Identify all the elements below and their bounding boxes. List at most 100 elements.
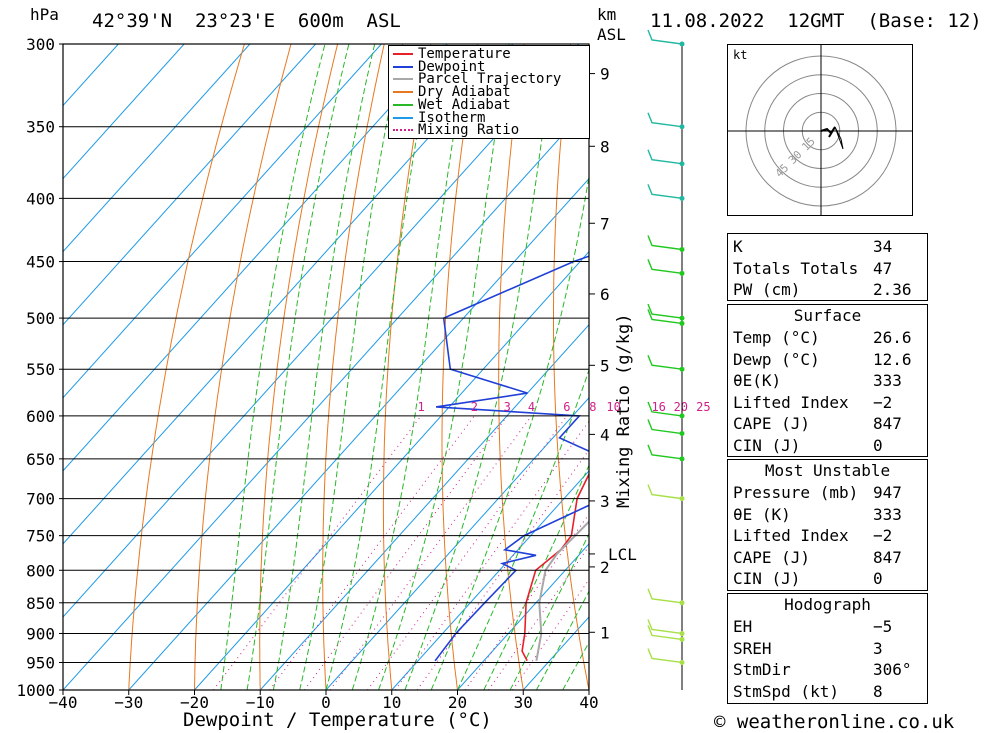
datetime-title: 11.08.2022 12GMT (Base: 12) [650, 10, 982, 32]
wet-adiabat-line [272, 44, 376, 690]
km-tick-label: 6 [600, 285, 610, 304]
stat-row: Lifted Index −2 [728, 392, 927, 413]
hodograph-panel: Hodograph EH −5 SREH 3 StmDir 306° StmSpd (kt)… [727, 593, 928, 704]
pressure-tick-label: 900 [26, 624, 55, 643]
mixing-ratio-label: 25 [696, 400, 710, 414]
credit-link[interactable]: © weatheronline.co.uk [714, 711, 955, 733]
mixing-ratio-line [488, 545, 589, 690]
stat-value: 34 [873, 237, 893, 256]
hodograph-title: Hodograph [784, 595, 871, 614]
legend-item: Dry Adiabat [393, 85, 511, 99]
wind-barb [647, 112, 683, 128]
mixing-ratio-label: 8 [589, 400, 596, 414]
stat-row: PW (cm) 2.36 [728, 279, 927, 300]
legend-swatch [393, 53, 413, 55]
most-unstable-panel: Most Unstable Pressure (mb) 947 θE (K) 333 L… [727, 459, 928, 591]
wet-adiabat-line [246, 44, 350, 690]
mixing-ratio-label: 6 [563, 400, 570, 414]
mixing-ratio-line [416, 449, 589, 690]
mixing-ratio-label: 20 [674, 400, 688, 414]
stat-row: CIN (J) 0 [728, 568, 927, 589]
pressure-tick-label: 850 [26, 594, 55, 613]
stat-value: 0 [873, 569, 883, 589]
wet-adiabat-line [404, 44, 556, 690]
isotherm-line [194, 250, 589, 690]
isotherm-line [259, 323, 589, 690]
pressure-tick-label: 300 [26, 35, 55, 54]
stat-key: Dewp (°C) [733, 349, 820, 369]
stat-row: Totals Totals 47 [728, 258, 927, 279]
stat-value: 47 [873, 258, 893, 278]
legend: Temperature Dewpoint Parcel Trajectory Dry … [388, 45, 590, 139]
isotherm-line [63, 44, 448, 472]
stat-row: EH −5 [728, 616, 927, 637]
wind-barb [647, 303, 683, 319]
stat-row: SREH 3 [728, 638, 927, 659]
stat-key: CAPE (J) [733, 414, 811, 434]
temperature-tick-label: 10 [382, 693, 401, 712]
mixing-ratio-line [367, 415, 568, 690]
stat-value: 8 [873, 681, 883, 701]
isotherm-line [63, 104, 589, 690]
surface-title: Surface [793, 306, 862, 325]
stat-key: Pressure (mb) [733, 483, 859, 502]
stat-key: StmDir [733, 660, 791, 680]
stat-value: 26.6 [873, 328, 912, 347]
legend-label: Wet Adiabat [418, 96, 511, 113]
mixing-ratio-axis-title: Mixing Ratio (g/kg) [614, 313, 634, 508]
wind-barb [647, 648, 683, 664]
isotherm-line [325, 397, 589, 690]
mixing-ratio-label: 1 [417, 400, 424, 414]
stat-key: EH [733, 617, 753, 636]
stat-value: −2 [873, 392, 893, 412]
stat-value: 947 [873, 483, 902, 502]
legend-item: Temperature [393, 46, 511, 62]
isotherm-line [63, 44, 580, 618]
isotherm-line [63, 44, 514, 545]
legend-label: Dewpoint [418, 58, 486, 75]
wind-barb [647, 588, 683, 604]
mixing-ratio-line [464, 513, 589, 690]
stat-value: 847 [873, 414, 902, 434]
lcl-label: LCL [608, 545, 637, 564]
km-tick-label: 4 [600, 425, 610, 444]
wind-barb [647, 625, 683, 641]
mixing-ratio-line [329, 415, 532, 690]
isotherm-line [63, 44, 185, 180]
wind-barb [647, 444, 683, 460]
stat-key: CAPE (J) [733, 547, 811, 567]
dry-adiabat-line [441, 44, 478, 690]
legend-label: Temperature [418, 46, 511, 62]
stat-row: θE (K) 333 [728, 504, 927, 525]
stat-key: CIN (J) [733, 436, 801, 455]
stat-row: Temp (°C) 26.6 [728, 327, 927, 348]
temperature-tick-label: −20 [180, 693, 209, 712]
legend-label: Isotherm [418, 109, 486, 126]
isotherm-line [63, 44, 251, 253]
stat-row: θE(K) 333 [728, 370, 927, 391]
x-axis-title: Dewpoint / Temperature (°C) [183, 709, 492, 731]
stat-row: K 34 [728, 236, 927, 257]
km-tick-label: 9 [600, 65, 610, 84]
pressure-tick-label: 1000 [16, 681, 55, 700]
legend-item: Wet Adiabat [393, 96, 511, 113]
stat-value: −2 [873, 526, 893, 546]
wind-barb [647, 419, 683, 435]
wet-adiabat-line [483, 464, 589, 690]
dry-adiabat-line [259, 44, 339, 690]
height-unit-asl: ASL [597, 25, 626, 44]
mixing-ratio-label: 4 [528, 400, 535, 414]
isotherm-line [128, 177, 589, 690]
pressure-tick-label: 800 [26, 561, 55, 580]
stat-key: Totals Totals [733, 258, 859, 278]
surface-panel: Surface Temp (°C) 26.6 Dewp (°C) 12.6 θE(K) 3… [727, 304, 928, 457]
km-tick-label: 3 [600, 492, 610, 511]
stat-row: StmSpd (kt) 8 [728, 681, 927, 702]
dry-adiabat-line [498, 44, 525, 690]
legend-swatch [393, 91, 413, 94]
dry-adiabat-line [194, 44, 292, 690]
pressure-tick-label: 400 [26, 189, 55, 208]
temperature-line [521, 472, 589, 662]
pressure-tick-label: 950 [26, 653, 55, 672]
